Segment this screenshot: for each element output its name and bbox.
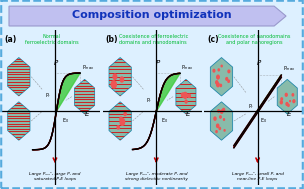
Text: Coexistence of ferroelectric
domains and nanodomains: Coexistence of ferroelectric domains and… bbox=[119, 34, 188, 45]
Circle shape bbox=[220, 84, 222, 87]
Text: (a): (a) bbox=[5, 35, 17, 44]
Circle shape bbox=[293, 100, 295, 102]
Circle shape bbox=[224, 130, 225, 131]
Polygon shape bbox=[109, 57, 131, 96]
Circle shape bbox=[288, 104, 289, 106]
Circle shape bbox=[124, 112, 126, 115]
Circle shape bbox=[285, 93, 287, 96]
Circle shape bbox=[120, 117, 122, 120]
Circle shape bbox=[286, 103, 288, 105]
Text: E: E bbox=[287, 111, 292, 117]
Circle shape bbox=[112, 81, 116, 88]
Circle shape bbox=[217, 75, 219, 79]
Text: Composition optimization: Composition optimization bbox=[72, 11, 232, 20]
Polygon shape bbox=[56, 73, 80, 112]
Text: E: E bbox=[186, 111, 190, 117]
Circle shape bbox=[226, 77, 228, 80]
Text: Large Pₘₐˣ, moderate Pᵣ and
strong dielectric nonlinearity: Large Pₘₐˣ, moderate Pᵣ and strong diele… bbox=[125, 172, 188, 180]
Circle shape bbox=[228, 70, 230, 73]
Circle shape bbox=[213, 69, 215, 72]
Text: P$_{max}$: P$_{max}$ bbox=[283, 65, 295, 74]
Text: E$_0$: E$_0$ bbox=[261, 117, 268, 125]
Circle shape bbox=[185, 100, 187, 103]
Circle shape bbox=[111, 81, 116, 88]
Circle shape bbox=[214, 117, 216, 120]
Text: P: P bbox=[54, 60, 59, 66]
Text: Large Pₘₐˣ, small Pᵣ and
near-line P-E loops: Large Pₘₐˣ, small Pᵣ and near-line P-E l… bbox=[232, 172, 284, 180]
Circle shape bbox=[181, 93, 184, 97]
Text: P$_{max}$: P$_{max}$ bbox=[181, 63, 194, 72]
Polygon shape bbox=[74, 79, 95, 114]
Polygon shape bbox=[109, 102, 131, 140]
Text: E$_0$: E$_0$ bbox=[62, 117, 69, 125]
Text: P: P bbox=[156, 60, 160, 66]
Text: Coexistence of nanodomains
and polar nanoregions: Coexistence of nanodomains and polar nan… bbox=[219, 34, 291, 45]
Circle shape bbox=[216, 81, 218, 84]
Circle shape bbox=[221, 65, 222, 67]
Circle shape bbox=[216, 124, 219, 127]
Polygon shape bbox=[257, 75, 281, 112]
Circle shape bbox=[281, 98, 282, 100]
Circle shape bbox=[228, 80, 230, 82]
Polygon shape bbox=[133, 73, 180, 149]
Text: E: E bbox=[85, 111, 89, 117]
Text: P$_r$: P$_r$ bbox=[45, 91, 51, 100]
Polygon shape bbox=[8, 57, 30, 96]
Circle shape bbox=[218, 69, 219, 71]
Text: Large Pₘₐˣ, large Pᵣ and
saturated P-E loops: Large Pₘₐˣ, large Pᵣ and saturated P-E l… bbox=[29, 172, 81, 180]
Text: Normal
ferroelectric domains: Normal ferroelectric domains bbox=[25, 34, 79, 45]
Circle shape bbox=[183, 92, 187, 98]
Circle shape bbox=[292, 94, 294, 96]
Circle shape bbox=[218, 110, 219, 112]
Circle shape bbox=[188, 94, 190, 98]
Polygon shape bbox=[156, 73, 180, 112]
Circle shape bbox=[221, 110, 223, 113]
Polygon shape bbox=[8, 102, 30, 140]
Polygon shape bbox=[176, 79, 196, 114]
Circle shape bbox=[219, 127, 220, 129]
Polygon shape bbox=[234, 75, 281, 148]
Text: P$_r$: P$_r$ bbox=[247, 102, 254, 111]
Circle shape bbox=[217, 83, 219, 87]
Text: (c): (c) bbox=[207, 35, 219, 44]
Polygon shape bbox=[210, 102, 233, 140]
Circle shape bbox=[120, 119, 125, 125]
Text: E$_0$: E$_0$ bbox=[161, 117, 168, 125]
Polygon shape bbox=[277, 79, 297, 114]
Circle shape bbox=[223, 119, 225, 120]
Circle shape bbox=[120, 77, 123, 82]
Circle shape bbox=[216, 131, 217, 132]
FancyArrow shape bbox=[9, 6, 286, 26]
Circle shape bbox=[280, 101, 282, 104]
Polygon shape bbox=[210, 57, 233, 96]
Text: P$_{max}$: P$_{max}$ bbox=[81, 63, 94, 72]
Circle shape bbox=[223, 108, 225, 111]
Circle shape bbox=[293, 100, 295, 103]
Text: P$_r$: P$_r$ bbox=[146, 96, 153, 105]
Circle shape bbox=[220, 116, 221, 118]
Polygon shape bbox=[33, 73, 80, 150]
Text: (b): (b) bbox=[106, 35, 118, 44]
Text: P: P bbox=[257, 60, 261, 66]
Circle shape bbox=[113, 74, 117, 79]
Circle shape bbox=[117, 126, 119, 129]
